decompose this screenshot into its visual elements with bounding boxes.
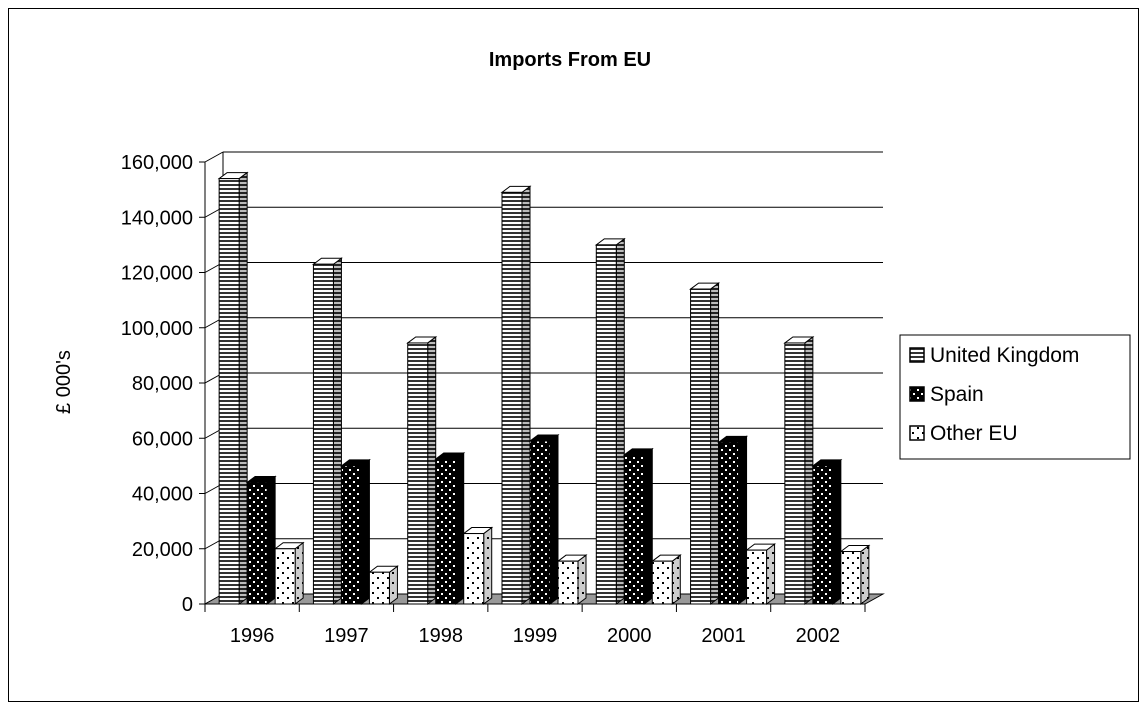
bar-side [615, 237, 625, 605]
x-tick-label: 2001 [701, 625, 746, 647]
y-tick-label: 160,000 [121, 152, 193, 174]
x-tick-label: 1997 [324, 625, 369, 647]
bar-other-eu [273, 541, 305, 605]
bar-side [455, 451, 465, 605]
legend: United Kingdom Spain Other EU [899, 334, 1131, 460]
x-tick-label: 2002 [796, 625, 841, 647]
bar-spain [339, 458, 371, 605]
y-tick-label: 0 [182, 594, 193, 616]
bar-side [360, 458, 370, 605]
x-tick-label: 1998 [418, 625, 463, 647]
bar-side [521, 185, 531, 605]
legend-swatch [909, 386, 925, 402]
bar-side [427, 335, 437, 605]
bar-front [463, 533, 485, 605]
bar-other-eu [839, 544, 871, 605]
y-tick-label: 140,000 [121, 207, 193, 229]
bar-front [368, 571, 390, 605]
bar-front [812, 465, 834, 605]
y-axis-label: £ 000's [53, 350, 75, 414]
y-tick-label: 120,000 [121, 263, 193, 285]
bar-united-kingdom [217, 171, 249, 605]
bar-front [529, 440, 551, 605]
legend-swatch [909, 425, 925, 441]
legend-label: United Kingdom [930, 344, 1079, 367]
bar-front [690, 288, 712, 605]
bar-other-eu [745, 543, 777, 605]
bar-side [804, 335, 814, 605]
bar-spain [811, 458, 843, 605]
bar-united-kingdom [500, 185, 532, 605]
bar-other-eu [367, 565, 399, 605]
bar-side [738, 435, 748, 605]
bar-front [595, 244, 617, 605]
legend-swatch [909, 347, 925, 363]
bar-front [501, 191, 523, 605]
bar-side [832, 458, 842, 605]
legend-box [899, 334, 1131, 460]
y-tick-label: 100,000 [121, 318, 193, 340]
bar-front [623, 454, 645, 605]
bar-other-eu [556, 554, 588, 605]
bar-united-kingdom [406, 335, 438, 605]
legend-label: Other EU [930, 422, 1018, 445]
y-tick-label: 80,000 [132, 373, 193, 395]
bar-front [784, 342, 806, 605]
bar-front [312, 263, 334, 605]
bar-front [840, 551, 862, 605]
bar-side [483, 526, 493, 605]
bar-side [294, 541, 304, 605]
x-tick-label: 1999 [513, 625, 558, 647]
x-tick-label: 2000 [607, 625, 652, 647]
gridline-side [204, 151, 224, 163]
bar-spain [528, 434, 560, 605]
bar-side [766, 543, 776, 605]
bar-spain [245, 475, 277, 605]
bar-spain [717, 435, 749, 605]
y-tick-label: 40,000 [132, 484, 193, 506]
bar-side [266, 475, 276, 605]
legend-label: Spain [930, 383, 984, 406]
chart-title: Imports From EU [489, 49, 651, 71]
y-tick-label: 20,000 [132, 539, 193, 561]
bar-spain [434, 451, 466, 605]
bar-side [860, 544, 870, 605]
y-tick-label: 60,000 [132, 428, 193, 450]
bar-side [238, 171, 248, 605]
bar-side [332, 257, 342, 605]
x-axis-ticks: 1996 1997 1998 1999 2000 2001 2002 [204, 604, 866, 647]
bar-united-kingdom [311, 257, 343, 605]
y-axis-ticks: 0 20,000 40,000 60,000 80,000 100,000 120,000 1… [121, 152, 205, 616]
bars [217, 171, 871, 605]
bar-side [710, 282, 720, 605]
bar-front [246, 481, 268, 605]
bar-front [718, 441, 740, 605]
bar-front [407, 342, 429, 605]
bar-united-kingdom [594, 237, 626, 605]
bar-side [549, 434, 559, 605]
bar-side [671, 554, 681, 605]
bar-spain [622, 447, 654, 605]
bar-side [577, 554, 587, 605]
bar-other-eu [462, 526, 494, 605]
x-tick-label: 1996 [230, 625, 275, 647]
bar-front [435, 458, 457, 605]
bar-united-kingdom [689, 282, 721, 605]
bar-front [274, 548, 296, 605]
bar-other-eu [650, 554, 682, 605]
bar-side [643, 447, 653, 605]
bar-front [340, 465, 362, 605]
bar-united-kingdom [783, 335, 815, 605]
bar-front [746, 549, 768, 605]
bar-front [557, 560, 579, 605]
bar-front [218, 178, 240, 605]
bar-front [651, 560, 673, 605]
